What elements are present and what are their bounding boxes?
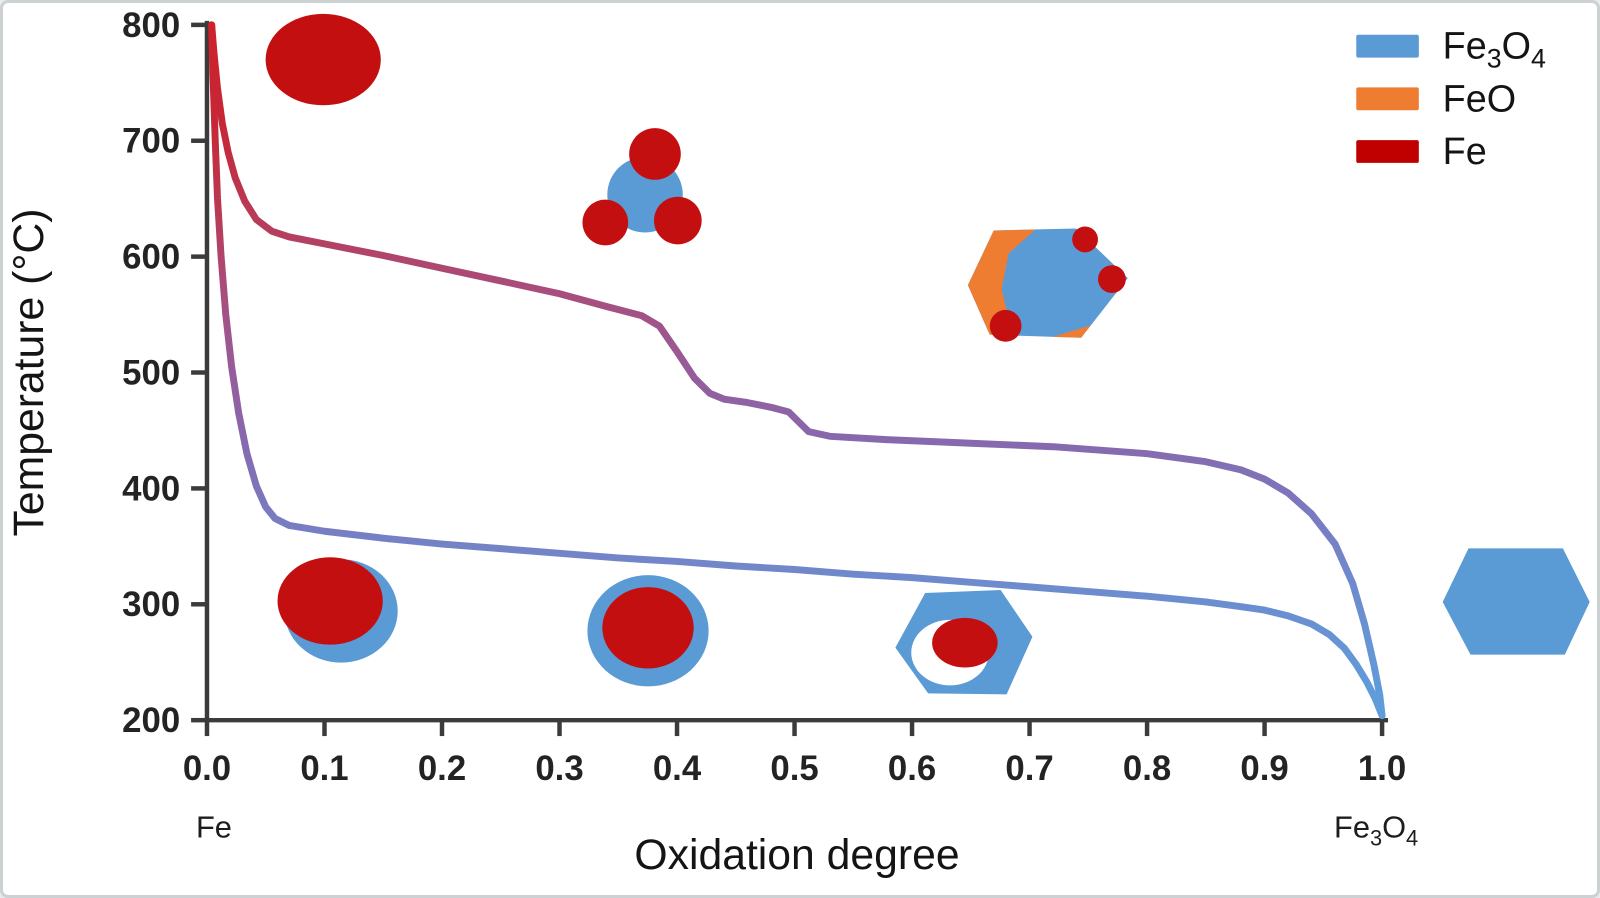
fe-dot-shape [989,309,1022,342]
fe3o4-hexagon-shape [1442,548,1590,655]
y-tick-label: 200 [122,702,180,740]
fe-nucleus-shape [653,196,702,245]
particle-fe-core-shell [587,575,709,687]
legend-label: Fe [1443,130,1487,172]
legend-item-feo: FeO [1356,77,1516,119]
x-tick-label: 0.8 [1123,750,1171,788]
fe-core-shape [602,587,694,669]
particle-hollow-core-shell [895,590,1033,695]
legend-swatch [1356,140,1419,163]
legend-swatch [1356,87,1419,111]
y-axis-label: Temperature (°C) [5,209,53,537]
legend-swatch [1356,34,1419,58]
fe-core-shape [265,13,381,106]
x-axis-label: Oxidation degree [634,831,959,879]
x-axis-start-annotation: Fe [196,809,232,844]
oxidation-curves [208,21,1386,719]
fe-nucleus-shape [629,128,681,180]
fe-core-shape [277,557,383,645]
x-tick-label: 0.5 [770,750,818,788]
particle-fe-core-thin-shell [277,557,398,663]
particle-fe3o4-nucleation [582,128,702,246]
fe-core-shape [932,617,998,668]
y-tick-label: 800 [122,7,180,45]
x-tick-label: 0.0 [183,750,231,788]
particle-illustrations [265,13,1590,695]
fe-nucleus-shape [582,199,629,246]
particle-fe3o4-hexagon [1442,548,1590,655]
x-tick-label: 0.4 [653,750,702,788]
fe-dot-shape [1072,226,1098,253]
x-tick-label: 0.9 [1240,750,1288,788]
y-tick-label: 400 [122,470,180,508]
legend-label: Fe3O4 [1443,25,1546,74]
particle-feo-fe3o4-fe [967,226,1128,342]
x-axis-end-annotation: Fe3O4 [1334,809,1418,850]
legend-item-fe: Fe [1356,130,1487,172]
legend-item-fe3o4: Fe3O4 [1356,25,1546,74]
fe-dot-shape [1097,265,1126,294]
particle-fe-solid [265,13,381,106]
y-tick-label: 600 [122,239,180,277]
upper-oxidation-curve [208,21,1386,719]
x-tick-label: 0.2 [418,750,466,788]
x-tick-label: 0.1 [300,750,348,788]
x-tick-label: 0.3 [535,750,583,788]
axes: 200 300 400 500 600 700 800 0.0 0.1 0.2 0.3 0.4 0.5 0… [122,7,1406,788]
y-tick-label: 500 [122,354,180,392]
y-tick-label: 700 [122,123,180,161]
x-tick-label: 0.6 [888,750,936,788]
x-tick-label: 1.0 [1358,750,1406,788]
y-tick-label: 300 [122,586,180,624]
feo-region-shape [967,229,1036,335]
lower-oxidation-curve [208,21,1386,719]
oxidation-diagram-chart: 200 300 400 500 600 700 800 0.0 0.1 0.2 0.3 0.4 0.5 0… [5,7,1590,879]
legend-label: FeO [1443,77,1516,119]
x-tick-label: 0.7 [1005,750,1053,788]
